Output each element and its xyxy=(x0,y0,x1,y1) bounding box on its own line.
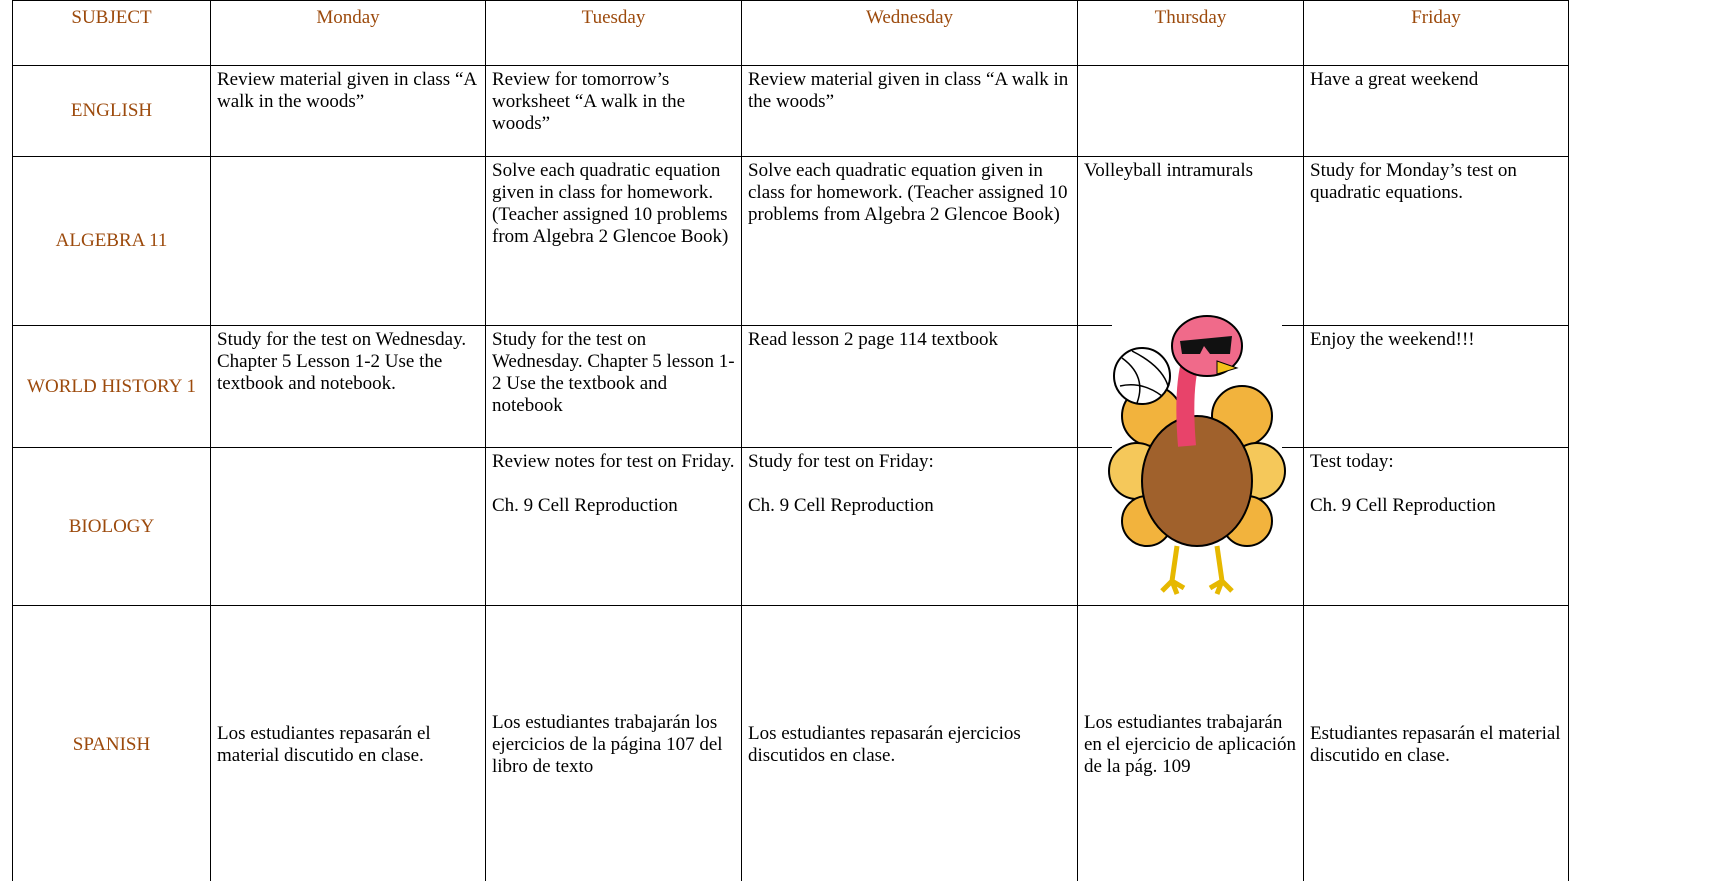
legs xyxy=(1160,545,1234,595)
homework-cell: Review material given in class “A walk i… xyxy=(741,65,1078,157)
homework-cell xyxy=(1077,65,1304,157)
sunglasses xyxy=(1180,336,1232,354)
homework-text: Solve each quadratic equation given in c… xyxy=(492,160,729,247)
homework-cell: Review material given in class “A walk i… xyxy=(210,65,486,157)
homework-cell: Study for the test on Wednesday. Chapter… xyxy=(210,325,486,448)
homework-cell: Review notes for test on Friday. Ch. 9 Ce… xyxy=(485,447,742,606)
subject-label: BIOLOGY xyxy=(12,447,211,606)
homework-text: Volleyball intramurals xyxy=(1084,160,1254,181)
homework-cell xyxy=(210,156,486,326)
homework-text: Review material given in class “A walk i… xyxy=(217,69,477,112)
body xyxy=(1141,415,1253,547)
column-header: Tuesday xyxy=(485,0,742,66)
homework-cell xyxy=(210,447,486,606)
subject-row: ALGEBRA 11 Solve each quadratic equation … xyxy=(12,156,1569,326)
subject-row: SPANISH Los estudiantes repasarán el mate… xyxy=(12,605,1569,881)
homework-cell: Enjoy the weekend!!! xyxy=(1303,325,1569,448)
homework-text: Study for the test on Wednesday. Chapter… xyxy=(217,329,467,394)
subject-label: WORLD HISTORY 1 xyxy=(12,325,211,448)
homework-text: Los estudiantes trabajarán en el ejercic… xyxy=(1084,712,1297,777)
homework-text: Review for tomorrow’s worksheet “A walk … xyxy=(492,69,686,134)
homework-cell: Estudiantes repasarán el material discut… xyxy=(1303,605,1569,881)
homework-cell: Study for test on Friday: Ch. 9 Cell Repr… xyxy=(741,447,1078,606)
homework-cell: Los estudiantes trabajarán los ejercicio… xyxy=(485,605,742,881)
homework-cell: Have a great weekend xyxy=(1303,65,1569,157)
homework-cell: Solve each quadratic equation given in c… xyxy=(485,156,742,326)
homework-text: Ch. 9 Cell Reproduction xyxy=(1310,495,1496,516)
column-header: SUBJECT xyxy=(12,0,211,66)
beak xyxy=(1216,360,1239,375)
homework-cell: Solve each quadratic equation given in c… xyxy=(741,156,1078,326)
volleyball-seams xyxy=(1119,350,1169,404)
homework-text: Study for Monday’s test on quadratic equ… xyxy=(1310,160,1517,203)
turkey-illustration xyxy=(1108,315,1286,595)
homework-cell: Volleyball intramurals xyxy=(1077,156,1304,326)
homework-cell: Study for Monday’s test on quadratic equ… xyxy=(1303,156,1569,326)
column-header: Friday xyxy=(1303,0,1569,66)
homework-cell: Los estudiantes repasarán el material di… xyxy=(210,605,486,881)
homework-text: Los estudiantes repasarán ejercicios dis… xyxy=(748,723,1021,766)
homework-cell: Read lesson 2 page 114 textbook xyxy=(741,325,1078,448)
subject-row: ENGLISH Review material given in class “A… xyxy=(12,65,1569,157)
homework-cell: Los estudiantes repasarán ejercicios dis… xyxy=(741,605,1078,881)
homework-cell: Los estudiantes trabajarán en el ejercic… xyxy=(1077,605,1304,881)
homework-text: Solve each quadratic equation given in c… xyxy=(748,160,1068,225)
subject-row: WORLD HISTORY 1 Study for the test on Wed… xyxy=(12,325,1569,448)
homework-cell: Study for the test on Wednesday. Chapter… xyxy=(485,325,742,448)
homework-text: Review material given in class “A walk i… xyxy=(748,69,1069,112)
column-header: Thursday xyxy=(1077,0,1304,66)
homework-text: Estudiantes repasarán el material discut… xyxy=(1310,723,1561,766)
header-row: SUBJECT Monday Tuesday Wednesday Thursday Fri… xyxy=(12,0,1569,66)
subject-label: ALGEBRA 11 xyxy=(12,156,211,326)
homework-text: Enjoy the weekend!!! xyxy=(1310,329,1475,350)
homework-text: Los estudiantes repasarán el material di… xyxy=(217,723,431,766)
column-header: Monday xyxy=(210,0,486,66)
homework-text: Ch. 9 Cell Reproduction xyxy=(748,495,934,516)
subject-label: SPANISH xyxy=(12,605,211,881)
column-header: Wednesday xyxy=(741,0,1078,66)
homework-text: Review notes for test on Friday. xyxy=(492,451,735,472)
homework-table: SUBJECT Monday Tuesday Wednesday Thursday Fri… xyxy=(12,0,1569,881)
homework-text: Ch. 9 Cell Reproduction xyxy=(492,495,678,516)
homework-cell: Test today: Ch. 9 Cell Reproduction xyxy=(1303,447,1569,606)
homework-text: Test today: xyxy=(1310,451,1394,472)
homework-text: Read lesson 2 page 114 textbook xyxy=(748,329,998,350)
homework-text: Study for test on Friday: xyxy=(748,451,934,472)
homework-text: Have a great weekend xyxy=(1310,69,1479,90)
homework-text: Los estudiantes trabajarán los ejercicio… xyxy=(492,712,723,777)
homework-text: Study for the test on Wednesday. Chapter… xyxy=(492,329,735,416)
homework-cell: Review for tomorrow’s worksheet “A walk … xyxy=(485,65,742,157)
subject-label: ENGLISH xyxy=(12,65,211,157)
subject-row: BIOLOGY Review notes for test on Friday. C… xyxy=(12,447,1569,606)
